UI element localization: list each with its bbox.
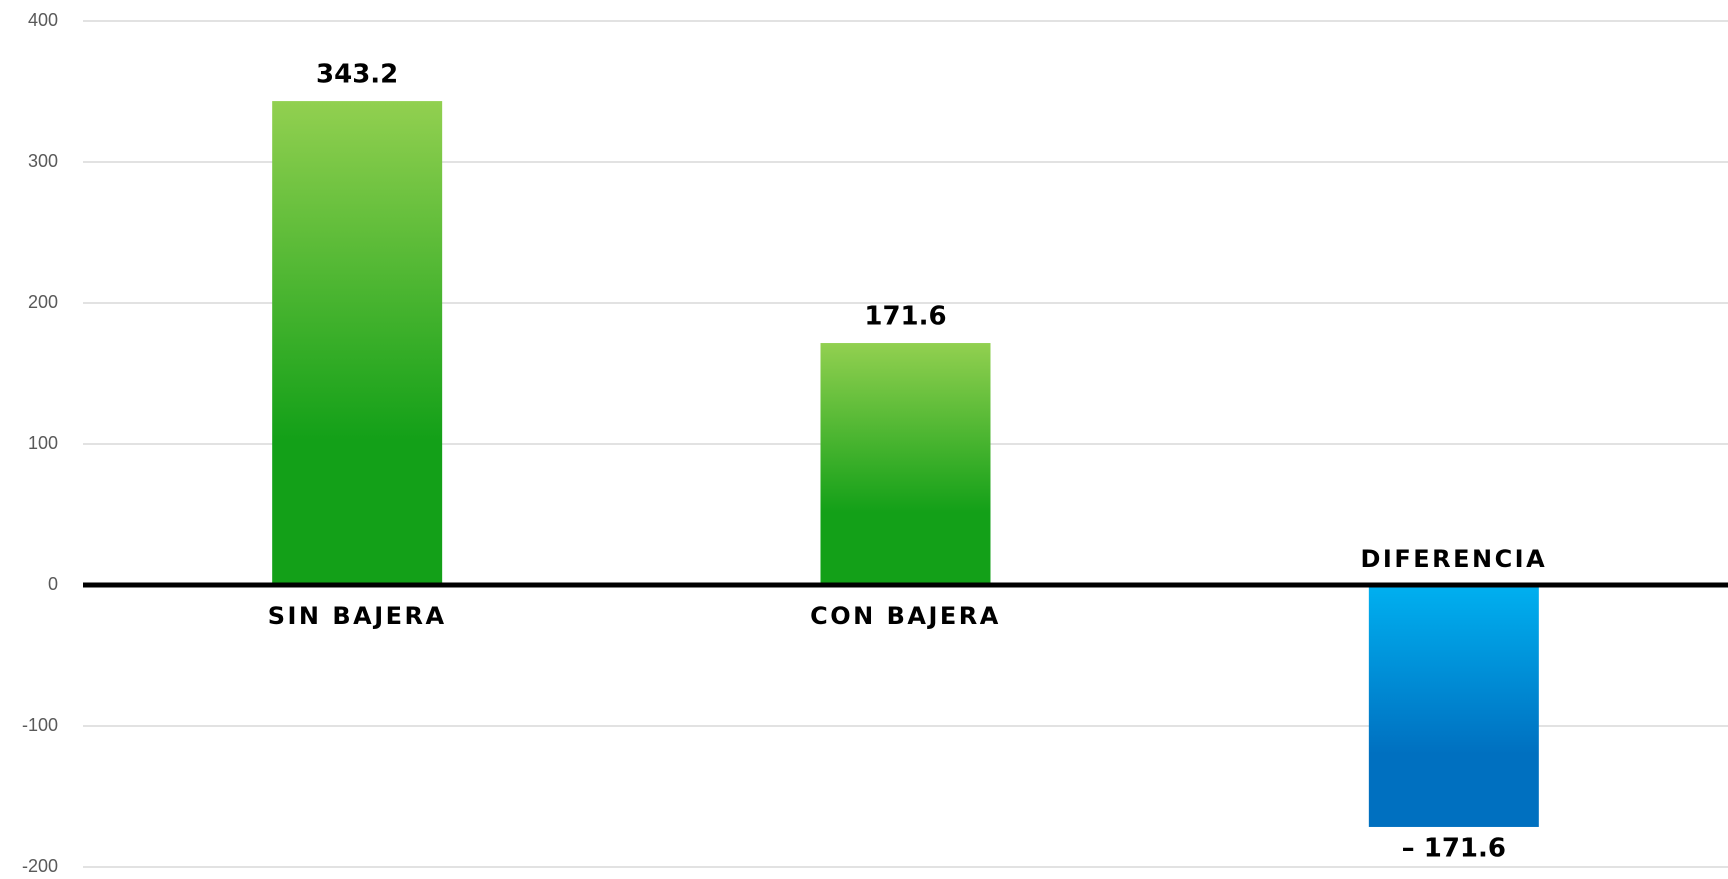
value-label: 171.6: [864, 302, 946, 332]
bar: [272, 101, 443, 585]
bar: [1368, 585, 1539, 827]
y-tick-label: 400: [28, 10, 58, 30]
y-tick-label: 300: [28, 151, 58, 171]
category-label: DIFERENCIA: [1360, 545, 1547, 573]
value-label: 343.2: [316, 60, 398, 90]
y-tick-label: 200: [28, 292, 58, 312]
category-label: SIN BAJERA: [268, 602, 447, 630]
y-tick-label: -200: [22, 856, 58, 876]
y-tick-label: -100: [22, 715, 58, 735]
value-label: – 171.6: [1402, 833, 1506, 863]
y-tick-label: 0: [48, 574, 58, 594]
y-tick-label: 100: [28, 433, 58, 453]
bar: [820, 343, 991, 585]
category-label: CON BAJERA: [810, 602, 1001, 630]
